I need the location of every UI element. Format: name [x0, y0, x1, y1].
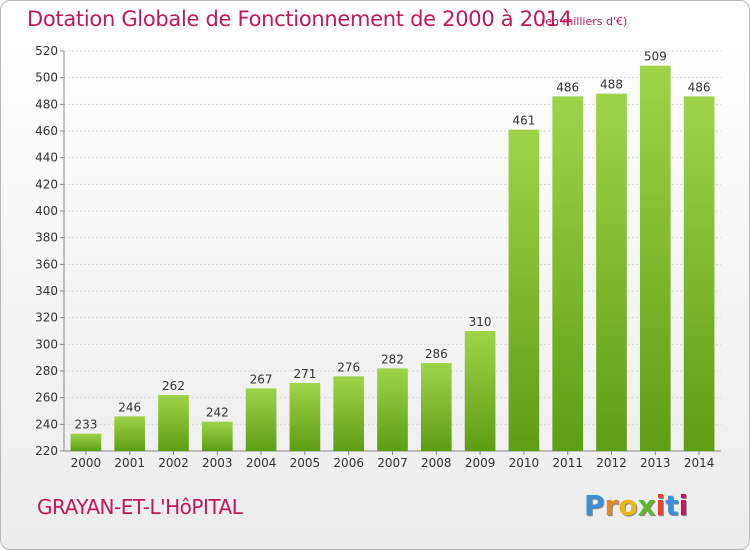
logo-letter: i [678, 489, 689, 522]
x-tick-label: 2004 [246, 456, 277, 470]
bars [70, 65, 715, 452]
bar [552, 96, 584, 451]
logo-letter: t [665, 489, 679, 522]
bar [201, 421, 233, 451]
x-tick-label: 2002 [158, 456, 189, 470]
x-tick-label: 2006 [333, 456, 364, 470]
x-tick-label: 2010 [509, 456, 540, 470]
data-label: 310 [469, 315, 492, 329]
x-tick-label: 2008 [421, 456, 452, 470]
y-tick-label: 240 [35, 417, 58, 431]
bar [683, 96, 715, 451]
x-tick-label: 2000 [71, 456, 102, 470]
logo-letter: P [584, 489, 605, 522]
data-label: 267 [250, 372, 273, 386]
bar [333, 376, 365, 451]
x-tick-label: 2012 [596, 456, 627, 470]
bar [158, 395, 189, 451]
x-tick-label: 2013 [640, 456, 671, 470]
y-tick-label: 260 [35, 391, 58, 405]
data-label: 286 [425, 347, 448, 361]
y-tick-label: 280 [35, 364, 58, 378]
data-label: 271 [293, 367, 316, 381]
y-tick-label: 380 [35, 231, 58, 245]
y-tick-label: 440 [35, 151, 58, 165]
data-label: 242 [206, 406, 229, 420]
data-label: 488 [600, 78, 623, 92]
y-tick-label: 320 [35, 311, 58, 325]
chart-subtitle: (en milliers d'€) [541, 15, 628, 28]
y-tick-label: 220 [35, 444, 58, 458]
x-tick-label: 2001 [114, 456, 145, 470]
commune-name: GRAYAN-ET-L'HôPITAL [37, 495, 243, 519]
y-tick-label: 480 [35, 97, 58, 111]
bar [70, 433, 102, 451]
logo-letter: x [637, 489, 656, 522]
y-tick-label: 460 [35, 124, 58, 138]
x-tick-label: 2011 [552, 456, 583, 470]
bar [289, 383, 321, 451]
data-label: 509 [644, 50, 667, 64]
y-tick-label: 420 [35, 177, 58, 191]
x-tick-label: 2009 [465, 456, 496, 470]
x-tick-label: 2003 [202, 456, 233, 470]
bar [420, 363, 452, 451]
data-label: 246 [118, 400, 141, 414]
y-tick-label: 340 [35, 284, 58, 298]
bar [114, 416, 146, 451]
data-label: 276 [337, 360, 360, 374]
y-tick-label: 520 [35, 44, 58, 58]
y-tick-label: 400 [35, 204, 58, 218]
chart-title: Dotation Globale de Fonctionnement de 20… [27, 7, 572, 31]
labels: 220 240 260 280 300 320 340 360 380 400 420 440 460 4… [35, 44, 714, 470]
bar [596, 93, 627, 452]
bar [377, 368, 408, 451]
data-label: 262 [162, 379, 185, 393]
logo-letter: r [604, 489, 619, 522]
bar [245, 388, 277, 451]
y-tick-label: 360 [35, 257, 58, 271]
proxiti-logo: Proxiti [584, 489, 688, 522]
y-tick-label: 300 [35, 337, 58, 351]
y-tick-label: 500 [35, 71, 58, 85]
data-label: 282 [381, 352, 404, 366]
x-tick-label: 2014 [684, 456, 715, 470]
x-tick-label: 2005 [290, 456, 321, 470]
logo-letter: i [655, 489, 666, 522]
x-tick-label: 2007 [377, 456, 408, 470]
data-label: 486 [688, 80, 711, 94]
data-label: 461 [512, 114, 535, 128]
bar [639, 65, 671, 452]
bar [508, 129, 540, 451]
data-label: 486 [556, 80, 579, 94]
bar [464, 331, 496, 451]
data-label: 233 [74, 418, 97, 432]
logo-letter: o [618, 489, 638, 522]
